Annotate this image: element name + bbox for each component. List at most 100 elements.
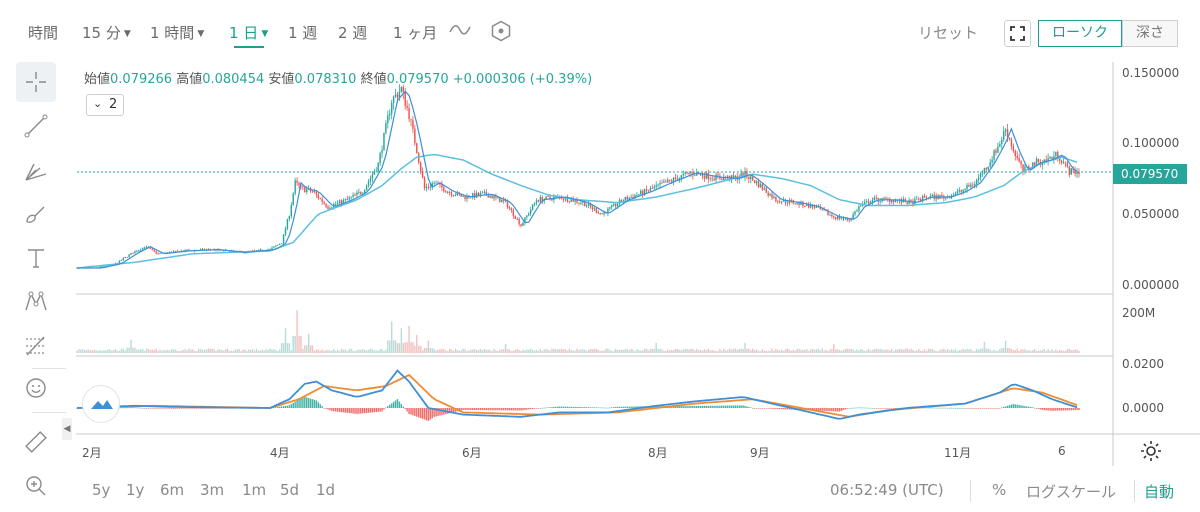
candle-body — [445, 191, 447, 193]
ruler-tool[interactable] — [16, 422, 56, 462]
range-1m[interactable]: 1m — [242, 481, 267, 499]
interval-1w[interactable]: 1 週 — [288, 24, 318, 42]
range-5d[interactable]: 5d — [280, 481, 300, 499]
macd-histogram-bar — [516, 408, 518, 411]
interval-1d[interactable]: 1 日 ▼ — [229, 24, 269, 42]
candle-body — [1053, 156, 1055, 159]
candle-body — [624, 197, 627, 201]
macd-histogram-bar — [840, 408, 843, 411]
candle-body — [323, 201, 325, 204]
candle-body — [479, 193, 482, 196]
candle-body — [645, 189, 648, 191]
interval-2w[interactable]: 2 週 — [338, 24, 368, 42]
candle-body — [910, 199, 912, 201]
percent-toggle[interactable]: % — [992, 481, 1007, 499]
macd-histogram-bar — [975, 408, 978, 409]
macd-histogram-bar — [165, 408, 167, 409]
candle-body — [1076, 171, 1078, 175]
macd-histogram-bar — [962, 407, 964, 409]
volume-bar — [549, 350, 551, 353]
range-1d[interactable]: 1d — [316, 481, 336, 499]
reset-button[interactable]: リセット — [918, 24, 979, 42]
macd-histogram-bar — [560, 406, 563, 408]
macd-histogram-bar — [724, 405, 727, 408]
collapse-toolbar-button[interactable]: ◀ — [62, 418, 72, 440]
volume-bar — [153, 350, 155, 353]
macd-histogram-bar — [524, 408, 526, 410]
ruler-icon — [25, 431, 47, 453]
range-6m[interactable]: 6m — [160, 481, 185, 499]
settings-button[interactable] — [1140, 440, 1162, 466]
macd-histogram-bar — [603, 407, 605, 409]
candlestick-button[interactable]: ローソク — [1038, 20, 1122, 47]
macd-histogram-bar — [871, 407, 874, 409]
log-scale-toggle[interactable]: ログスケール — [1026, 483, 1117, 501]
interval-1m[interactable]: 1 ヶ月 — [393, 24, 438, 42]
volume-bar — [663, 350, 665, 353]
volume-bar — [570, 350, 572, 353]
fullscreen-button[interactable] — [1004, 20, 1031, 47]
macd-histogram-bar — [535, 408, 538, 409]
brush-tool[interactable] — [16, 194, 56, 234]
volume-bar — [294, 335, 296, 353]
crosshair-tool[interactable] — [16, 62, 56, 102]
candle-body — [715, 174, 717, 181]
range-5y[interactable]: 5y — [92, 481, 111, 499]
macd-histogram-bar — [373, 408, 376, 413]
range-1y[interactable]: 1y — [126, 481, 145, 499]
volume-bar — [383, 351, 385, 353]
macd-histogram-bar — [394, 400, 397, 408]
candle-body — [103, 266, 105, 268]
macd-histogram-bar — [1031, 407, 1034, 408]
macd-histogram-bar — [479, 408, 482, 411]
volume-bar — [696, 348, 698, 353]
candle-body — [460, 194, 462, 197]
zoom-tool[interactable] — [16, 466, 56, 506]
text-icon — [28, 249, 44, 268]
candle-body — [987, 166, 989, 170]
macd-histogram-bar — [612, 407, 615, 408]
volume-bar — [134, 347, 136, 353]
macd-histogram-bar — [296, 400, 298, 408]
volume-bar — [149, 350, 152, 353]
macd-histogram-bar — [329, 408, 331, 411]
depth-button[interactable]: 深さ — [1122, 20, 1178, 47]
indicator-toggle[interactable]: ⌄ 2 — [86, 94, 124, 116]
interval-1h[interactable]: 1 時間 ▼ — [150, 24, 205, 42]
text-tool[interactable] — [16, 238, 56, 278]
measure-tool[interactable] — [16, 326, 56, 366]
volume-bar — [697, 350, 700, 353]
candle-body — [667, 179, 669, 183]
line-chart-icon[interactable] — [448, 19, 472, 43]
volume-bar — [165, 350, 167, 353]
volume-bar — [593, 348, 596, 353]
candle-body — [699, 173, 702, 175]
emoji-tool[interactable] — [16, 368, 56, 408]
pattern-tool[interactable] — [16, 282, 56, 322]
indicator-count: 2 — [109, 97, 118, 112]
macd-histogram-bar — [819, 408, 822, 411]
macd-histogram-bar — [578, 407, 580, 408]
volume-bar — [130, 339, 132, 353]
candle-body — [475, 192, 478, 198]
interval-15m[interactable]: 15 分 ▼ — [82, 24, 131, 42]
volume-bar — [667, 349, 669, 353]
fibonacci-fan-icon — [25, 163, 47, 181]
volume-bar — [1004, 340, 1007, 353]
pattern-icon — [25, 291, 47, 311]
volume-bar — [466, 351, 468, 353]
auto-scale-toggle[interactable]: 自動 — [1144, 483, 1175, 501]
volume-bar — [168, 350, 171, 353]
range-3m[interactable]: 3m — [200, 481, 225, 499]
volume-bar — [441, 348, 443, 353]
macd-histogram-bar — [491, 408, 493, 411]
fibonacci-tool[interactable] — [16, 150, 56, 190]
volume-bar — [835, 349, 837, 353]
candle-body — [891, 200, 893, 203]
candle-body — [379, 153, 381, 164]
trendline-tool[interactable] — [16, 106, 56, 146]
macd-histogram-bar — [190, 408, 192, 409]
indicators-icon[interactable] — [490, 20, 512, 46]
volume-bar — [889, 350, 891, 353]
